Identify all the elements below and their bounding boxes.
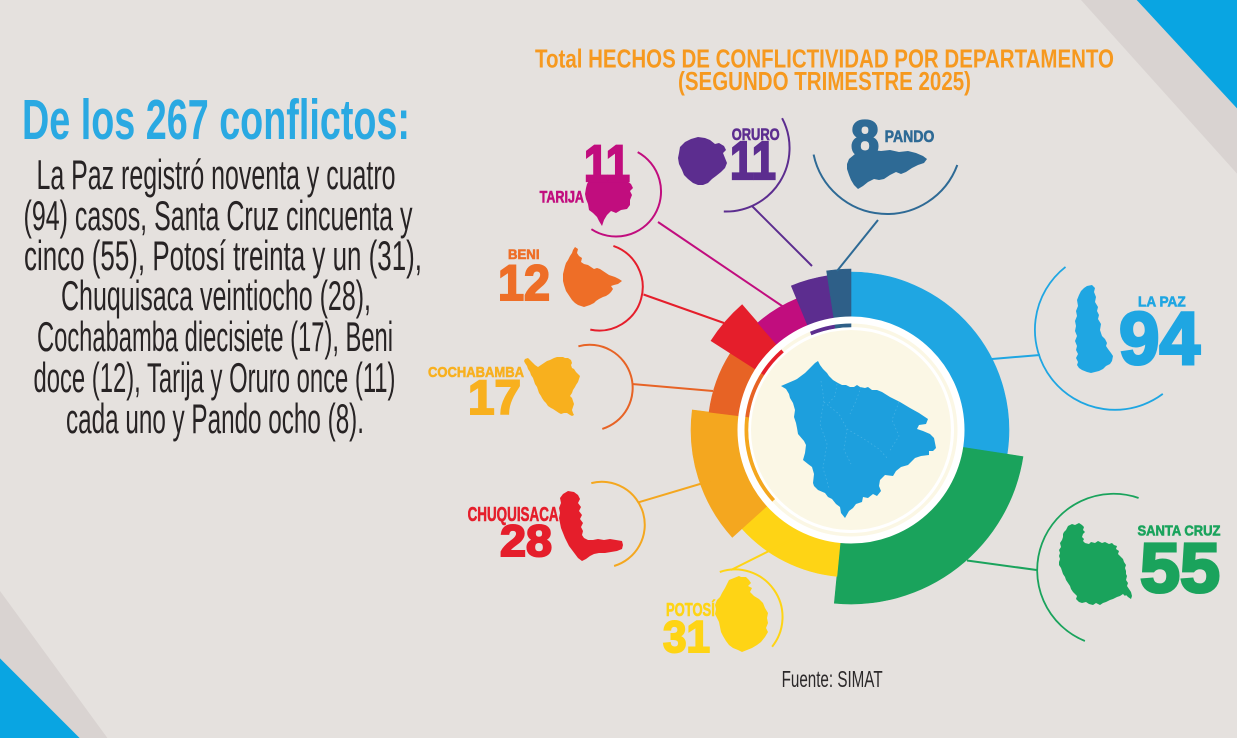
svg-text:cada uno y Pando ocho (8).: cada uno y Pando ocho (8). [66, 395, 364, 442]
svg-text:31: 31 [663, 613, 710, 662]
svg-text:La Paz registró noventa y cuat: La Paz registró noventa y cuatro [37, 151, 396, 198]
svg-text:CHUQUISACA: CHUQUISACA [468, 504, 559, 526]
svg-text:cinco (55), Potosí treinta y u: cinco (55), Potosí treinta y un (31), [24, 232, 422, 279]
svg-text:POTOSÍ: POTOSÍ [666, 599, 716, 620]
svg-text:Fuente: SIMAT: Fuente: SIMAT [782, 666, 883, 692]
svg-text:Total HECHOS DE CONFLICTIVIDAD: Total HECHOS DE CONFLICTIVIDAD POR DEPAR… [535, 44, 1114, 74]
svg-text:12: 12 [498, 255, 550, 311]
svg-text:(SEGUNDO TRIMESTRE 2025): (SEGUNDO TRIMESTRE 2025) [678, 66, 971, 96]
svg-text:COCHABAMBA: COCHABAMBA [428, 364, 524, 381]
svg-text:Chuquisaca veintiocho (28),: Chuquisaca veintiocho (28), [61, 272, 371, 319]
svg-text:PANDO: PANDO [885, 127, 935, 146]
svg-text:8: 8 [851, 110, 879, 167]
svg-text:De los 267 conflictos:: De los 267 conflictos: [22, 88, 410, 152]
svg-text:Cochabamba diecisiete (17), Be: Cochabamba diecisiete (17), Beni [37, 313, 393, 360]
svg-text:doce (12), Tarija y Oruro once: doce (12), Tarija y Oruro once (11) [34, 354, 396, 401]
svg-text:(94) casos, Santa Cruz cincuen: (94) casos, Santa Cruz cincuenta y [24, 192, 413, 239]
svg-text:11: 11 [584, 135, 630, 192]
svg-text:BENI: BENI [508, 247, 540, 262]
svg-text:28: 28 [500, 517, 552, 566]
svg-text:55: 55 [1140, 529, 1220, 607]
svg-text:11: 11 [730, 131, 776, 191]
svg-text:94: 94 [1119, 297, 1200, 380]
svg-text:SANTA CRUZ: SANTA CRUZ [1138, 524, 1221, 540]
svg-text:LA PAZ: LA PAZ [1138, 294, 1186, 311]
svg-text:TARIJA: TARIJA [540, 188, 584, 207]
svg-text:ORURO: ORURO [732, 125, 780, 144]
svg-text:17: 17 [468, 372, 521, 425]
